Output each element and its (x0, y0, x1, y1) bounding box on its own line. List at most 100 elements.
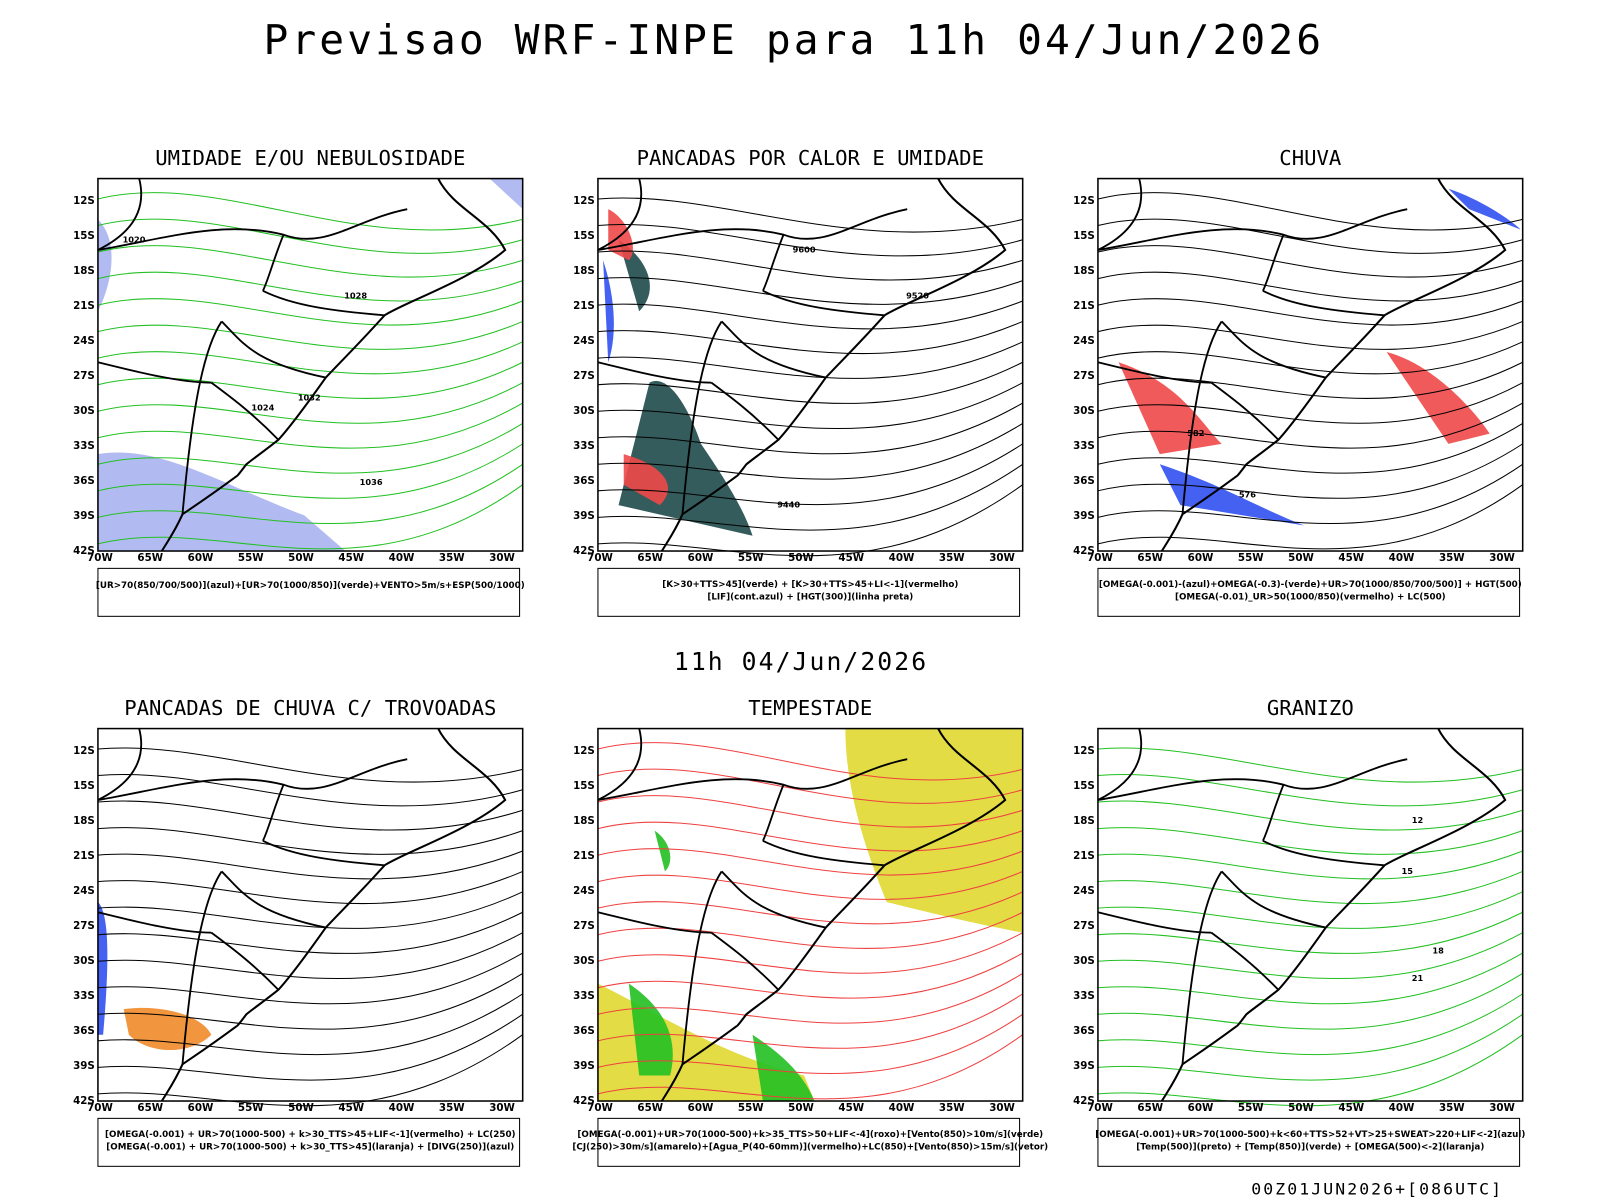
map-frame (1097, 727, 1524, 1102)
border (1097, 178, 1142, 251)
legend-box (97, 1117, 521, 1167)
lat-label: 30S (573, 955, 595, 967)
lon-label: 40W (1389, 552, 1415, 564)
lat-label: 36S (573, 475, 595, 487)
lat-label: 33S (573, 990, 595, 1002)
contour-label: 1028 (344, 290, 367, 300)
contour-label: 15 (1401, 866, 1413, 876)
contour-line (597, 768, 1023, 804)
contour-line (597, 821, 1023, 852)
legend-text: [K>30+TTS>45](verde) + [K>30+TTS>45+LI<-… (662, 580, 958, 590)
shaded-area (623, 454, 668, 506)
shaded-area (123, 1007, 212, 1050)
contour-line (97, 911, 523, 954)
lat-label: 39S (73, 1060, 95, 1072)
contour-line (1097, 218, 1523, 254)
contour-line (97, 1034, 523, 1107)
lat-label: 15S (1073, 230, 1095, 242)
contour-line (97, 973, 523, 1030)
lon-label: 55W (1238, 552, 1264, 564)
lon-label: 70W (1087, 1102, 1113, 1114)
border (181, 870, 223, 1065)
lat-label: 42S (573, 1095, 595, 1107)
border (710, 381, 780, 441)
lat-label: 18S (73, 265, 95, 277)
lat-label: 36S (73, 1025, 95, 1037)
lat-label: 30S (73, 955, 95, 967)
lat-label: 42S (1073, 1095, 1095, 1107)
lat-label: 39S (1073, 510, 1095, 522)
lat-label: 12S (73, 195, 95, 207)
lon-label: 45W (838, 1102, 864, 1114)
border (97, 361, 212, 384)
lat-label: 39S (1073, 1060, 1095, 1072)
lat-label: 21S (73, 300, 95, 312)
contour-line (1097, 1034, 1523, 1107)
legend-text: [OMEGA(-0.001) + UR>70(1000-500) + k>30_… (105, 1130, 516, 1140)
contour-line (597, 443, 1023, 506)
lon-label: 45W (1338, 1102, 1364, 1114)
contour-line (97, 402, 523, 449)
lat-label: 18S (1073, 265, 1095, 277)
panel-title: PANCADAS DE CHUVA C/ TROVOADAS (124, 696, 496, 720)
border (1262, 784, 1285, 842)
contour-line (97, 1013, 523, 1081)
lon-label: 40W (389, 1102, 415, 1114)
coastline (160, 728, 507, 1102)
shaded-area (1448, 188, 1521, 230)
border (1097, 911, 1212, 934)
lon-label: 50W (788, 552, 814, 564)
contour-line (1097, 850, 1523, 880)
contour-line (1097, 952, 1523, 1005)
page-title: Previsao WRF-INPE para 11h 04/Jun/2026 (263, 16, 1324, 64)
legend-text: [OMEGA(-0.01)_UR>50(1000/850)(vermelho) … (1175, 592, 1446, 602)
border (1097, 728, 1142, 801)
legend-box (597, 567, 1021, 617)
contour-line (97, 484, 523, 550)
border (720, 870, 826, 929)
contour-line (97, 827, 523, 855)
lon-label: 30W (989, 552, 1015, 564)
lat-label: 33S (1073, 440, 1095, 452)
contour-line (97, 298, 523, 326)
lon-label: 60W (688, 552, 714, 564)
legend-box (597, 1117, 1021, 1167)
coastline (1160, 728, 1507, 1102)
contour-label: 1032 (298, 392, 321, 402)
lat-label: 36S (1073, 1025, 1095, 1037)
contour-line (97, 423, 523, 474)
border (1220, 320, 1326, 379)
contour-line (97, 952, 523, 1005)
border (97, 178, 142, 251)
contour-label: 18 (1432, 946, 1444, 956)
contour-line (597, 870, 1023, 900)
border (762, 234, 785, 292)
lat-label: 18S (573, 815, 595, 827)
border (97, 728, 142, 801)
lat-label: 33S (573, 440, 595, 452)
lon-label: 30W (489, 1102, 515, 1114)
contour-line (1097, 320, 1523, 350)
contour-label: 9440 (777, 500, 800, 510)
panel-title: CHUVA (1279, 146, 1341, 170)
lat-label: 36S (573, 1025, 595, 1037)
lon-label: 70W (1087, 552, 1113, 564)
panel-title: GRANIZO (1267, 696, 1354, 720)
contour-line (1097, 484, 1523, 550)
lat-label: 24S (73, 885, 95, 897)
lon-label: 35W (939, 1102, 965, 1114)
contour-line (97, 341, 523, 375)
contour-line (597, 742, 1023, 781)
contour-line (597, 320, 1023, 354)
lat-label: 21S (573, 300, 595, 312)
lon-label: 55W (1238, 1102, 1264, 1114)
lon-label: 30W (1489, 1102, 1515, 1114)
contour-line (97, 218, 523, 254)
lat-label: 15S (573, 230, 595, 242)
legend-text: [OMEGA(-0.001) + UR>70(1000-500) + k>30_… (106, 1142, 514, 1152)
contour-label: 12 (1412, 815, 1423, 825)
lat-label: 30S (73, 405, 95, 417)
lon-label: 30W (489, 552, 515, 564)
lon-label: 65W (1137, 1102, 1163, 1114)
